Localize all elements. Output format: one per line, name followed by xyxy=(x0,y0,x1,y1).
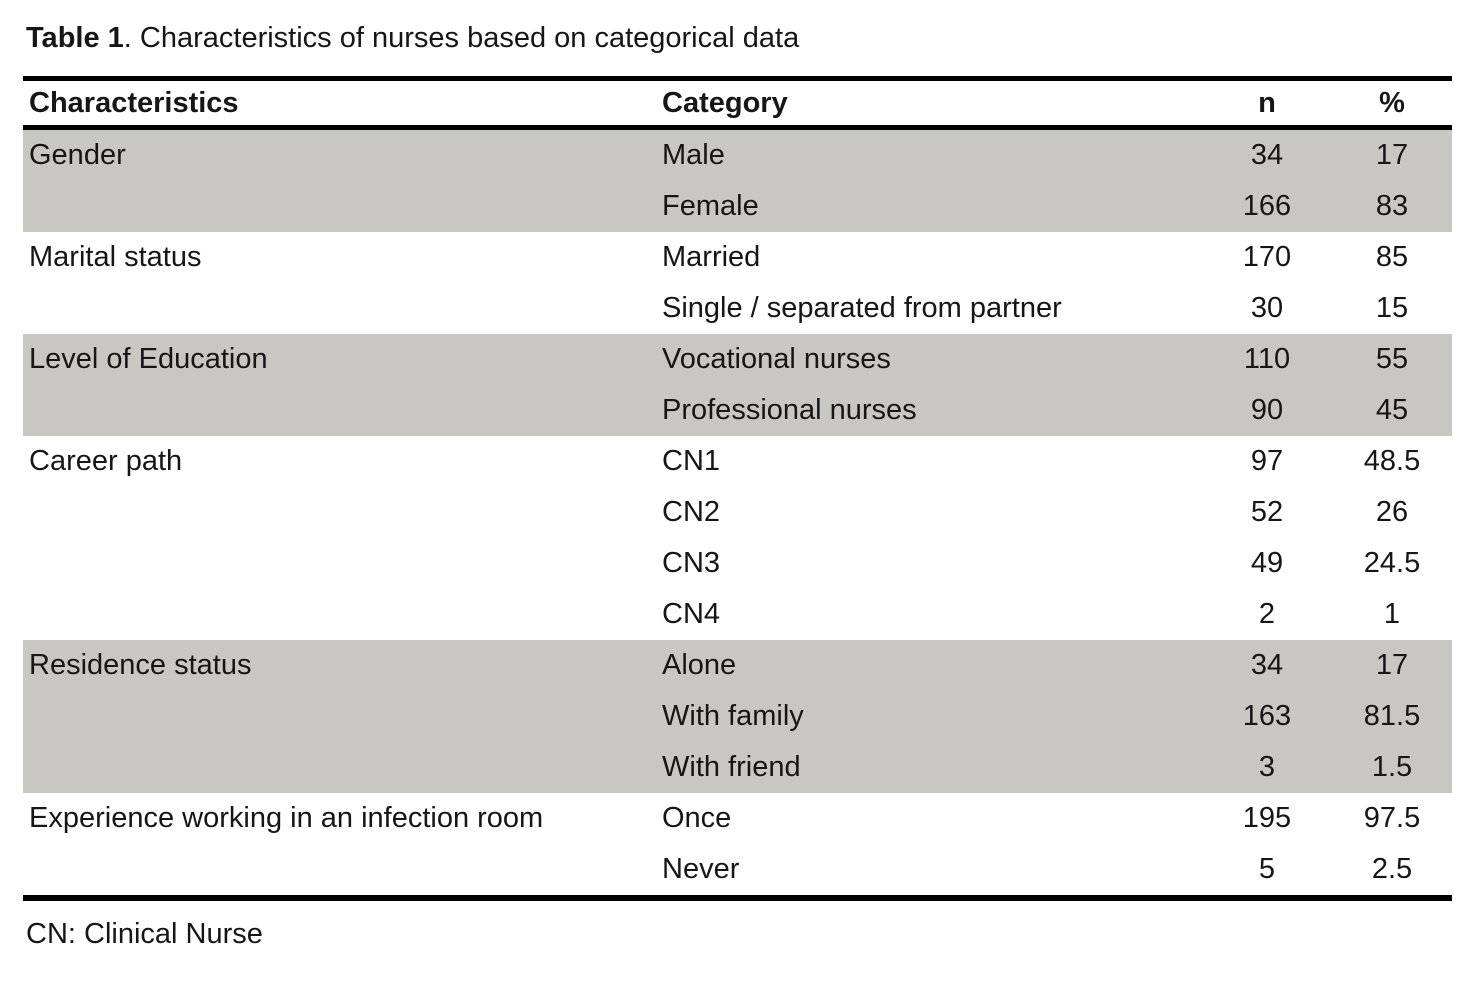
table-title-text: . Characteristics of nurses based on cat… xyxy=(123,22,800,54)
cell-characteristic xyxy=(23,385,658,436)
cell-category: With family xyxy=(662,700,804,732)
cell-pct: 97.5 xyxy=(1363,802,1421,834)
table-row: Single / separated from partner 30 15 xyxy=(23,283,1452,334)
cell-characteristic xyxy=(23,487,658,538)
table-row: Professional nurses 90 45 xyxy=(23,385,1452,436)
cell-category: CN1 xyxy=(662,445,721,477)
table-row: Level of Education Vocational nurses 110… xyxy=(23,334,1452,385)
cell-pct: 15 xyxy=(1375,292,1409,324)
cell-category: Professional nurses xyxy=(662,394,917,426)
page: Table 1. Characteristics of nurses based… xyxy=(0,20,1474,996)
cell-pct: 45 xyxy=(1375,394,1409,426)
table-row: CN3 49 24.5 xyxy=(23,538,1452,589)
cell-n: 49 xyxy=(1250,547,1284,579)
cell-category: With friend xyxy=(662,751,801,783)
cell-pct: 1.5 xyxy=(1371,751,1413,783)
cell-pct: 17 xyxy=(1375,649,1409,681)
cell-n: 2 xyxy=(1258,598,1276,630)
table-row: Career path CN1 97 48.5 xyxy=(23,436,1452,487)
cell-pct: 48.5 xyxy=(1363,445,1421,477)
cell-n: 195 xyxy=(1242,802,1292,834)
cell-category: Vocational nurses xyxy=(662,343,891,375)
table-body: Gender Male 34 17 Female 166 83 Marital … xyxy=(23,127,1452,898)
header-row: Characteristics Category n % xyxy=(23,78,1452,128)
characteristics-table: Characteristics Category n % Gender Male… xyxy=(23,76,1452,901)
cell-characteristic: Level of Education xyxy=(29,343,268,375)
header-category: Category xyxy=(662,86,788,119)
cell-characteristic: Residence status xyxy=(29,649,252,681)
table-row: Marital status Married 170 85 xyxy=(23,232,1452,283)
cell-n: 90 xyxy=(1250,394,1284,426)
table-title: Table 1. Characteristics of nurses based… xyxy=(26,20,1474,56)
cell-n: 3 xyxy=(1258,751,1276,783)
table-title-label: Table 1 xyxy=(26,22,124,54)
header-pct: % xyxy=(1379,86,1405,119)
cell-characteristic: Gender xyxy=(29,139,126,171)
table-row: Female 166 83 xyxy=(23,181,1452,232)
cell-category: CN2 xyxy=(662,496,721,528)
header-characteristics: Characteristics xyxy=(29,86,239,119)
table-row: With friend 3 1.5 xyxy=(23,742,1452,793)
cell-pct: 26 xyxy=(1375,496,1409,528)
cell-characteristic xyxy=(23,283,658,334)
cell-n: 170 xyxy=(1242,241,1292,273)
table-header: Characteristics Category n % xyxy=(23,78,1452,128)
table-footnote: CN: Clinical Nurse xyxy=(26,918,263,950)
cell-category: CN4 xyxy=(662,598,721,630)
cell-category: Female xyxy=(662,190,759,222)
cell-category: Never xyxy=(662,853,740,885)
cell-pct: 81.5 xyxy=(1363,700,1421,732)
cell-n: 163 xyxy=(1242,700,1292,732)
cell-characteristic xyxy=(23,844,658,898)
cell-characteristic: Experience working in an infection room xyxy=(29,802,544,834)
cell-category: Single / separated from partner xyxy=(662,292,1062,324)
cell-category: CN3 xyxy=(662,547,721,579)
cell-characteristic xyxy=(23,742,658,793)
cell-n: 34 xyxy=(1250,649,1284,681)
cell-n: 110 xyxy=(1243,343,1291,375)
cell-characteristic xyxy=(23,181,658,232)
cell-pct: 55 xyxy=(1375,343,1409,375)
cell-n: 52 xyxy=(1250,496,1284,528)
cell-category: Male xyxy=(662,139,725,171)
cell-n: 97 xyxy=(1250,445,1284,477)
table-row: With family 163 81.5 xyxy=(23,691,1452,742)
cell-n: 30 xyxy=(1250,292,1284,324)
cell-pct: 85 xyxy=(1375,241,1409,273)
cell-pct: 2.5 xyxy=(1371,853,1413,885)
cell-category: Married xyxy=(662,241,761,273)
cell-characteristic: Career path xyxy=(29,445,183,477)
cell-n: 34 xyxy=(1250,139,1284,171)
cell-n: 166 xyxy=(1242,190,1292,222)
cell-characteristic xyxy=(23,589,658,640)
cell-category: Once xyxy=(662,802,732,834)
header-n: n xyxy=(1258,86,1276,119)
table-row: Residence status Alone 34 17 xyxy=(23,640,1452,691)
cell-characteristic xyxy=(23,538,658,589)
table-row: Never 5 2.5 xyxy=(23,844,1452,898)
table-row: CN2 52 26 xyxy=(23,487,1452,538)
table-row: Experience working in an infection room … xyxy=(23,793,1452,844)
cell-pct: 1 xyxy=(1383,598,1401,630)
table-row: Gender Male 34 17 xyxy=(23,127,1452,181)
cell-category: Alone xyxy=(662,649,737,681)
table-row: CN4 2 1 xyxy=(23,589,1452,640)
cell-pct: 17 xyxy=(1375,139,1409,171)
cell-pct: 83 xyxy=(1375,190,1409,222)
cell-pct: 24.5 xyxy=(1363,547,1421,579)
cell-characteristic: Marital status xyxy=(29,241,202,273)
cell-n: 5 xyxy=(1258,853,1276,885)
cell-characteristic xyxy=(23,691,658,742)
